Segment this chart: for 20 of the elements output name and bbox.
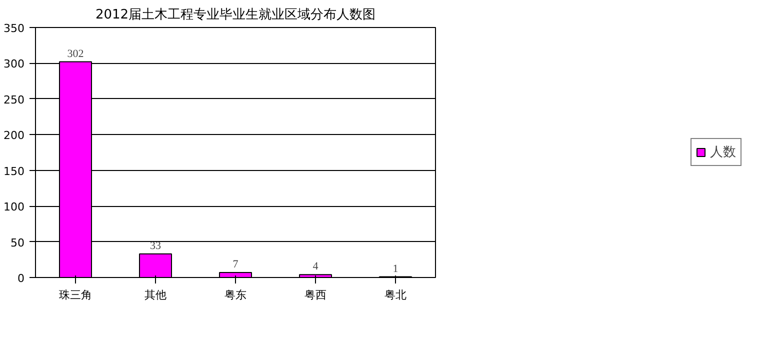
y-tick-label: 100	[4, 200, 25, 214]
chart-title: 2012届土木工程专业毕业生就业区域分布人数图	[95, 8, 376, 22]
data-label: 33	[150, 240, 162, 252]
x-tick-label: 粤北	[384, 288, 406, 302]
data-label: 302	[67, 48, 84, 60]
x-tick-label: 粤西	[304, 288, 326, 302]
y-tick-label: 200	[4, 129, 25, 142]
x-tick-label: 珠三角	[59, 288, 92, 302]
data-label: 1	[392, 262, 398, 275]
x-tick-label: 粤东	[224, 288, 246, 302]
data-label: 7	[232, 258, 239, 270]
y-tick-label: 150	[4, 164, 25, 178]
x-tick-label: 其他	[144, 288, 166, 302]
y-tick-label: 250	[4, 93, 25, 106]
y-tick-label: 50	[10, 236, 25, 250]
y-tick-label: 350	[4, 22, 25, 35]
legend-label: 人数	[710, 144, 736, 161]
y-tick-label: 300	[4, 58, 25, 71]
y-tick-label: 0	[18, 272, 24, 285]
data-label: 4	[312, 260, 319, 273]
